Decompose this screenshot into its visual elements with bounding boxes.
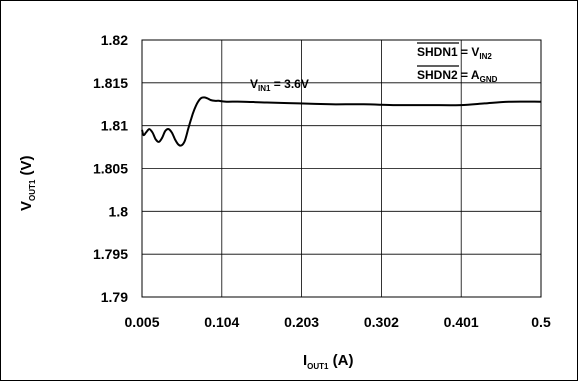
- x-tick-label: 0.5: [531, 314, 551, 330]
- y-tick-label: 1.82: [101, 32, 128, 48]
- annotation-shdn1: SHDN1 = VIN2: [417, 45, 492, 61]
- tick-labels: 0.005 0.104 0.203 0.302 0.401 0.5 1.82 1.815 1.8…: [93, 32, 551, 330]
- y-tick-label: 1.79: [101, 289, 128, 305]
- annotation-shdn2: SHDN2 = AGND: [417, 68, 498, 84]
- annotation-vin: VIN1 = 3.6V: [250, 77, 309, 93]
- grid-layer: [142, 40, 541, 297]
- y-tick-label: 1.81: [101, 118, 128, 134]
- plot-area: [141, 39, 542, 298]
- x-tick-label: 0.005: [124, 314, 159, 330]
- x-tick-label: 0.203: [284, 314, 319, 330]
- x-tick-label: 0.104: [204, 314, 239, 330]
- x-tick-label: 0.401: [444, 314, 479, 330]
- y-tick-label: 1.805: [93, 161, 128, 177]
- y-axis-label: VOUT1 (V): [18, 155, 37, 211]
- x-tick-label: 0.302: [364, 314, 399, 330]
- x-axis-label: IOUT1 (A): [303, 352, 354, 371]
- y-tick-label: 1.815: [93, 75, 128, 91]
- y-tick-label: 1.8: [109, 203, 129, 219]
- y-tick-label: 1.795: [93, 246, 128, 262]
- series-line-vout1: [141, 96, 542, 147]
